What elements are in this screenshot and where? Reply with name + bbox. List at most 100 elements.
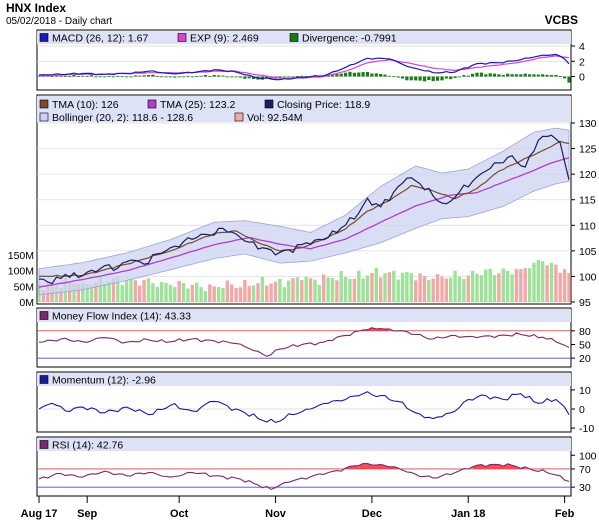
y-tick-label: 120 [579, 169, 597, 181]
volume-bar [203, 291, 208, 302]
legend-entry: Divergence: -0.7991 [302, 33, 397, 45]
brand-label: VCBS [545, 13, 578, 27]
divergence-bar [506, 73, 510, 77]
divergence-bar [107, 76, 111, 77]
divergence-bar [155, 76, 159, 77]
divergence-bar [291, 76, 295, 78]
divergence-bar [133, 75, 137, 77]
y-tick-label: 115 [579, 195, 596, 207]
volume-tick-label: 150M [8, 250, 34, 262]
divergence-bar [344, 72, 348, 77]
volume-bar [76, 284, 81, 302]
divergence-bar [160, 76, 164, 78]
volume-bar [396, 279, 400, 302]
volume-bar [514, 269, 519, 302]
divergence-bar [195, 76, 199, 77]
divergence-bar [129, 76, 133, 78]
divergence-bar [217, 75, 221, 77]
divergence-bar [37, 75, 41, 77]
y-tick-label: 10 [579, 385, 591, 397]
volume-bar [59, 288, 63, 302]
volume-bar [120, 285, 124, 302]
y-tick-label: 0 [579, 72, 585, 84]
volume-bar [221, 288, 225, 302]
divergence-bar [63, 76, 67, 77]
divergence-bar [510, 74, 514, 77]
volume-bar [269, 283, 273, 302]
volume-bar [545, 265, 549, 302]
legend-swatch [39, 33, 49, 42]
volume-bar [216, 287, 221, 302]
volume-bar [151, 283, 155, 302]
legend-bar [37, 96, 571, 122]
volume-bar [549, 262, 554, 302]
divergence-bar [85, 75, 89, 77]
volume-bar [234, 287, 238, 302]
volume-bar [519, 269, 523, 302]
volume-bar [361, 278, 365, 302]
volume-bar [497, 273, 501, 302]
volume-bar [212, 286, 216, 302]
volume-bar [501, 268, 505, 302]
volume-tick-label: 0M [19, 297, 34, 309]
volume-bar [273, 281, 278, 302]
legend-swatch [264, 99, 274, 109]
volume-bar [308, 278, 313, 302]
volume-bar [41, 290, 46, 302]
volume-bar [81, 281, 85, 302]
divergence-bar [190, 76, 194, 78]
legend-bar [37, 309, 571, 322]
divergence-bar [304, 76, 308, 77]
legend-entry: EXP (9): 2.469 [190, 33, 259, 45]
divergence-bar [111, 76, 116, 78]
legend-entry: MACD (26, 12): 1.67 [52, 33, 148, 45]
divergence-bar [523, 73, 527, 77]
volume-bar [444, 278, 449, 302]
divergence-bar [396, 76, 400, 78]
volume-bar [479, 275, 484, 302]
divergence-bar [94, 76, 98, 78]
divergence-bar [514, 74, 518, 77]
legend-swatch [234, 112, 244, 122]
divergence-bar [392, 76, 396, 78]
volume-bar [523, 268, 527, 302]
volume-bar [365, 275, 370, 302]
divergence-bar [440, 76, 444, 81]
divergence-bar [247, 76, 251, 79]
y-tick-label: 50 [579, 340, 591, 352]
divergence-bar [116, 76, 120, 77]
volume-bar [208, 284, 212, 302]
volume-bar [54, 284, 59, 302]
volume-bar [300, 280, 304, 302]
divergence-bar [453, 76, 457, 78]
volume-bar [164, 282, 168, 302]
volume-bar [405, 271, 409, 302]
volume-bar [470, 270, 475, 302]
volume-bar [124, 280, 129, 302]
y-tick-label: -10 [579, 423, 594, 435]
volume-bar [335, 280, 339, 302]
x-axis: Aug 17 Sep Oct Nov Dec Jan 18 Feb [21, 496, 575, 520]
volume-bar [554, 264, 558, 302]
rsi-panel: RSI (14): 42.76 100 70 30 [36, 436, 597, 497]
legend-swatch [39, 375, 49, 384]
tma25-line [38, 157, 570, 288]
volume-bar [414, 280, 418, 302]
legend-entry: TMA (10): 126 [52, 99, 119, 111]
divergence-bar [335, 74, 339, 77]
divergence-bar [125, 76, 129, 78]
volume-bar [238, 287, 243, 302]
legend-swatch [39, 440, 49, 449]
y-tick-label: 110 [579, 220, 596, 232]
volume-bar [352, 278, 357, 302]
divergence-bar [300, 75, 304, 77]
volume-bar [287, 280, 291, 302]
volume-bar [68, 281, 72, 302]
y-tick-label: 80 [579, 326, 591, 338]
volume-bar [85, 283, 89, 302]
divergence-bar [414, 76, 418, 81]
divergence-bar [387, 75, 391, 77]
volume-bar [409, 273, 413, 302]
divergence-bar [422, 76, 427, 82]
